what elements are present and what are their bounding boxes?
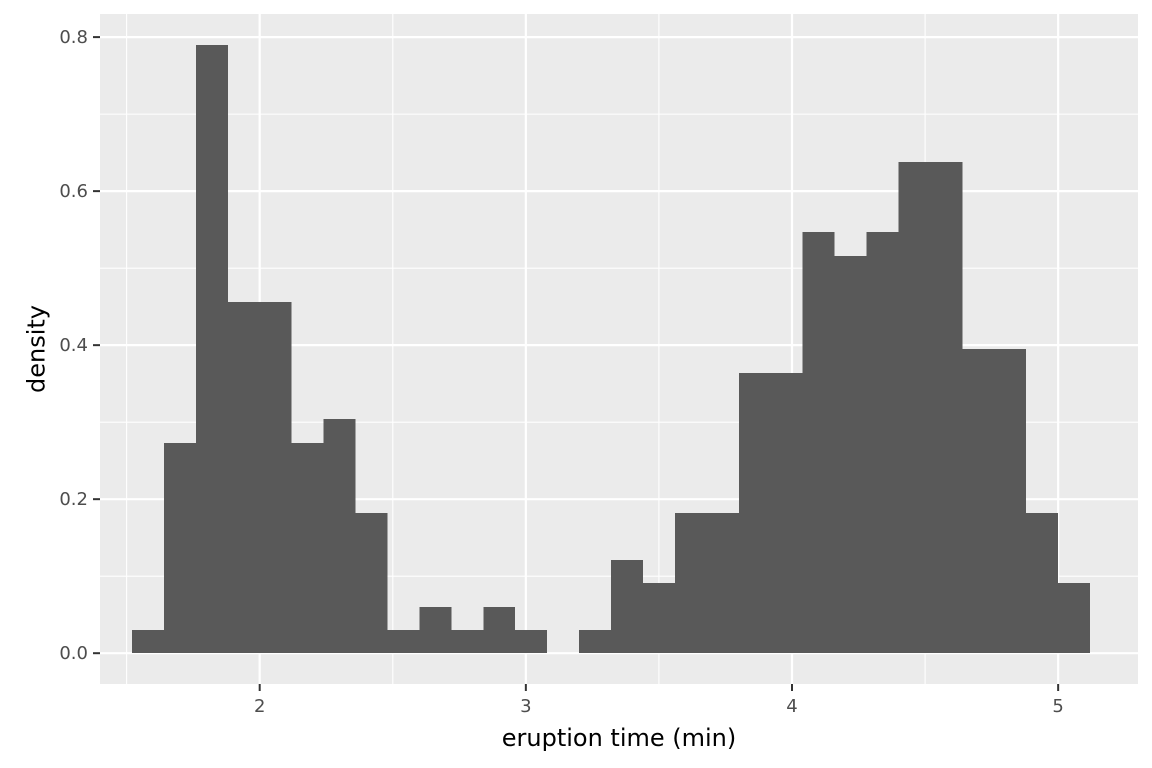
histogram-bar xyxy=(994,349,1027,654)
y-tick-label: 0.2 xyxy=(59,489,88,510)
histogram-bar xyxy=(738,372,771,654)
histogram-bar xyxy=(387,630,420,654)
y-axis-title: density xyxy=(22,305,50,393)
y-axis-ticks: 0.0 0.2 0.4 0.6 0.8 xyxy=(59,27,100,664)
histogram-bar xyxy=(898,161,931,654)
x-axis-title: eruption time (min) xyxy=(502,724,737,752)
x-tick-label: 5 xyxy=(1052,696,1063,717)
x-tick-label: 4 xyxy=(786,696,797,717)
x-tick-label: 2 xyxy=(254,696,265,717)
histogram-bar xyxy=(930,161,963,654)
histogram-bar xyxy=(451,630,484,654)
histogram-bar xyxy=(419,606,452,654)
histogram-bar xyxy=(1026,513,1059,654)
histogram-bars xyxy=(131,44,1091,654)
x-tick-label: 3 xyxy=(520,696,531,717)
histogram-bar xyxy=(323,419,356,654)
y-tick-label: 0.4 xyxy=(59,335,88,356)
histogram-bar xyxy=(355,513,388,654)
histogram-bar xyxy=(515,630,548,654)
histogram-bar xyxy=(579,630,612,654)
histogram-bar xyxy=(674,513,707,654)
histogram-bar xyxy=(706,513,739,654)
histogram-bar xyxy=(195,44,228,654)
histogram-bar xyxy=(163,442,196,654)
histogram-bar xyxy=(834,255,867,654)
histogram-bar xyxy=(962,349,995,654)
histogram-bar xyxy=(1058,583,1091,654)
histogram-bar xyxy=(483,606,516,654)
y-tick-label: 0.0 xyxy=(59,643,88,664)
y-tick-label: 0.6 xyxy=(59,181,88,202)
histogram-bar xyxy=(770,372,803,654)
histogram-bar xyxy=(227,302,260,654)
histogram-bar xyxy=(642,583,675,654)
x-axis-ticks: 2 3 4 5 xyxy=(254,684,1064,717)
y-tick-label: 0.8 xyxy=(59,27,88,48)
histogram-bar xyxy=(131,630,164,654)
histogram-bar xyxy=(611,560,643,654)
histogram-bar xyxy=(866,231,899,654)
histogram-bar xyxy=(259,302,292,654)
histogram-bar xyxy=(291,442,324,654)
histogram-bar xyxy=(802,231,835,654)
